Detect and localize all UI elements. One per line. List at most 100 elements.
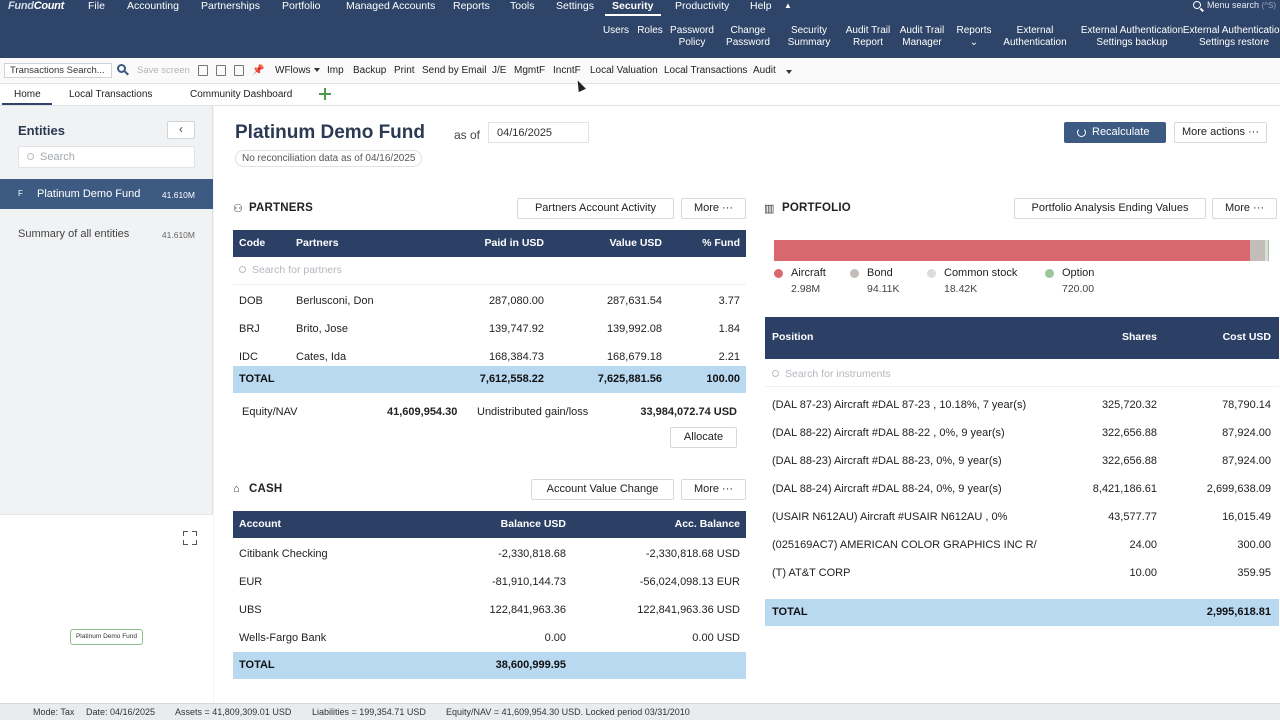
col-partners[interactable]: Partners	[296, 237, 339, 249]
menu-file[interactable]: File	[88, 0, 105, 12]
subnav-security-summary[interactable]: Security Summary	[749, 25, 869, 49]
tab-community-dashboard[interactable]: Community Dashboard	[190, 89, 293, 100]
tab-local-transactions[interactable]: Local Transactions	[69, 89, 153, 100]
table-row[interactable]: (DAL 88-23) Aircraft #DAL 88-23, 0%, 9 y…	[765, 455, 1279, 481]
menu-productivity[interactable]: Productivity	[675, 0, 730, 12]
menu-reports[interactable]: Reports	[453, 0, 490, 12]
allocate-button[interactable]: Allocate	[670, 427, 737, 448]
partners-search-input[interactable]: Search for partners	[233, 257, 746, 285]
allocation-segment-aircraft[interactable]	[774, 240, 1250, 261]
toolbar-overflow-caret-icon[interactable]	[786, 70, 792, 74]
tab-home[interactable]: Home	[14, 89, 41, 100]
add-tab-plus-icon[interactable]	[319, 88, 331, 100]
menu-managed-accounts[interactable]: Managed Accounts	[346, 0, 436, 12]
toolbar-send-by-email[interactable]: Send by Email	[422, 65, 487, 76]
table-row[interactable]: UBS 122,841,963.36 122,841,963.36 USD	[233, 604, 746, 630]
col-pct-fund[interactable]: % Fund	[702, 237, 740, 249]
col-code[interactable]: Code	[239, 237, 266, 249]
entity-item-platinum-demo-fund[interactable]: F Platinum Demo Fund 41.610M	[0, 179, 213, 209]
save-screen-button[interactable]: Save screen	[137, 65, 190, 76]
menu-collapse-caret-icon[interactable]: ▲	[784, 1, 792, 10]
pin-icon[interactable]: 📌	[252, 65, 265, 76]
menu-security[interactable]: Security	[612, 0, 654, 12]
legend-item-common-stock[interactable]: Common stock 18.42K	[927, 267, 1037, 297]
partners-more-button[interactable]: More ···	[681, 198, 746, 219]
col-position[interactable]: Position	[772, 331, 814, 343]
position-name: (USAIR N612AU) Aircraft #USAIR N612AU , …	[772, 511, 1008, 523]
table-row[interactable]: (USAIR N612AU) Aircraft #USAIR N612AU , …	[765, 511, 1279, 537]
col-cost[interactable]: Cost USD	[1222, 331, 1271, 343]
account-value-change-button[interactable]: Account Value Change	[531, 479, 674, 500]
allocation-segment-option[interactable]	[1267, 240, 1269, 261]
toolbar-imp[interactable]: Imp	[327, 65, 344, 76]
menu-settings[interactable]: Settings	[556, 0, 594, 12]
toolbar-audit[interactable]: Audit	[753, 65, 776, 76]
table-row[interactable]: BRJ Brito, Jose 139,747.92 139,992.08 1.84	[233, 323, 746, 349]
table-row[interactable]: (DAL 87-23) Aircraft #DAL 87-23 , 10.18%…	[765, 399, 1279, 425]
table-row[interactable]: Citibank Checking -2,330,818.68 -2,330,818…	[233, 548, 746, 574]
table-row[interactable]: (DAL 88-24) Aircraft #DAL 88-24, 0%, 9 y…	[765, 483, 1279, 509]
col-balance[interactable]: Balance USD	[500, 518, 566, 530]
table-row[interactable]: EUR -81,910,144.73 -56,024,098.13 EUR	[233, 576, 746, 602]
table-row[interactable]: (DAL 88-22) Aircraft #DAL 88-22 , 0%, 9 …	[765, 427, 1279, 453]
menu-tools[interactable]: Tools	[510, 0, 535, 12]
search-icon[interactable]	[117, 64, 126, 73]
partners-account-activity-button[interactable]: Partners Account Activity	[517, 198, 674, 219]
portfolio-analysis-button[interactable]: Portfolio Analysis Ending Values	[1014, 198, 1206, 219]
instrument-search-input[interactable]: Search for instruments	[765, 359, 1279, 387]
subnav-users[interactable]: Users	[556, 25, 676, 37]
subnav-audit-trail-report[interactable]: Audit Trail Report	[808, 25, 928, 49]
col-value[interactable]: Value USD	[609, 237, 662, 249]
menu-search[interactable]: Menu search (^S)	[1193, 0, 1276, 10]
subnav-external-authentication[interactable]: External Authentication	[975, 25, 1095, 49]
subnav-reports[interactable]: Reports ⌄	[914, 25, 1034, 49]
toolbar-incntf[interactable]: IncntF	[553, 65, 581, 76]
subnav-change-password[interactable]: Change Password	[688, 25, 808, 49]
minimap-node[interactable]: Platinum Demo Fund	[70, 629, 143, 645]
table-row[interactable]: DOB Berlusconi, Don 287,080.00 287,631.54 3.…	[233, 295, 746, 321]
menu-partnerships[interactable]: Partnerships	[201, 0, 260, 12]
more-actions-button[interactable]: More actions ···	[1174, 122, 1267, 143]
allocation-segment-common-stock[interactable]	[1264, 240, 1268, 261]
subnav-external-authentication-settings-restore[interactable]: External Authentication Settings restore	[1174, 25, 1280, 49]
subnav-audit-trail-manager[interactable]: Audit Trail Manager	[862, 25, 982, 49]
legend-item-aircraft[interactable]: Aircraft 2.98M	[774, 267, 884, 297]
col-shares[interactable]: Shares	[1121, 331, 1157, 343]
toolbar-backup[interactable]: Backup	[353, 65, 387, 76]
table-row[interactable]: Wells-Fargo Bank 0.00 0.00 USD	[233, 632, 746, 658]
subnav-password-policy[interactable]: Password Policy	[632, 25, 752, 49]
menu-help[interactable]: Help	[750, 0, 772, 12]
table-row[interactable]: (T) AT&T CORP 10.00 359.95	[765, 567, 1279, 593]
subnav-external-authentication-settings-backup[interactable]: External Authentication Settings backup	[1072, 25, 1192, 49]
col-account[interactable]: Account	[239, 518, 281, 530]
entity-item-summary[interactable]: Summary of all entities 41.610M	[0, 224, 213, 246]
toolbar-print[interactable]: Print	[394, 65, 415, 76]
calculator-icon[interactable]	[198, 65, 208, 76]
portfolio-more-button[interactable]: More ···	[1212, 198, 1277, 219]
cash-more-button[interactable]: More ···	[681, 479, 746, 500]
entity-search-input[interactable]: Search	[18, 146, 195, 168]
table-row[interactable]: IDC Cates, Ida 168,384.73 168,679.18 2.21	[233, 351, 746, 377]
table-row[interactable]: (025169AC7) AMERICAN COLOR GRAPHICS INC …	[765, 539, 1279, 565]
recalculate-button[interactable]: Recalculate	[1064, 122, 1166, 143]
toolbar-local-transactions[interactable]: Local Transactions	[664, 65, 748, 76]
menu-accounting[interactable]: Accounting	[127, 0, 179, 12]
toolbar-mgmtf[interactable]: MgmtF	[514, 65, 546, 76]
legend-item-bond[interactable]: Bond 94.11K	[850, 267, 960, 297]
as-of-date-input[interactable]: 04/16/2025	[488, 122, 589, 143]
partner-value: 168,679.18	[606, 351, 662, 363]
expand-icon[interactable]	[183, 531, 197, 545]
col-acc-balance[interactable]: Acc. Balance	[674, 518, 740, 530]
toolbar-wflows[interactable]: WFlows	[275, 65, 320, 76]
toolbar-j-e[interactable]: J/E	[492, 65, 507, 76]
toolbar-local-valuation[interactable]: Local Valuation	[590, 65, 658, 76]
col-paid-in[interactable]: Paid in USD	[484, 237, 544, 249]
pdf-icon[interactable]	[216, 65, 226, 76]
subnav-roles[interactable]: Roles	[590, 25, 710, 37]
menu-portfolio[interactable]: Portfolio	[282, 0, 321, 12]
collapse-sidebar-button[interactable]: ‹	[167, 121, 195, 139]
grid-icon[interactable]	[234, 65, 244, 76]
legend-item-option[interactable]: Option 720.00	[1045, 267, 1155, 297]
transactions-search-input[interactable]: Transactions Search...	[4, 63, 112, 78]
allocation-segment-bond[interactable]	[1249, 240, 1265, 261]
